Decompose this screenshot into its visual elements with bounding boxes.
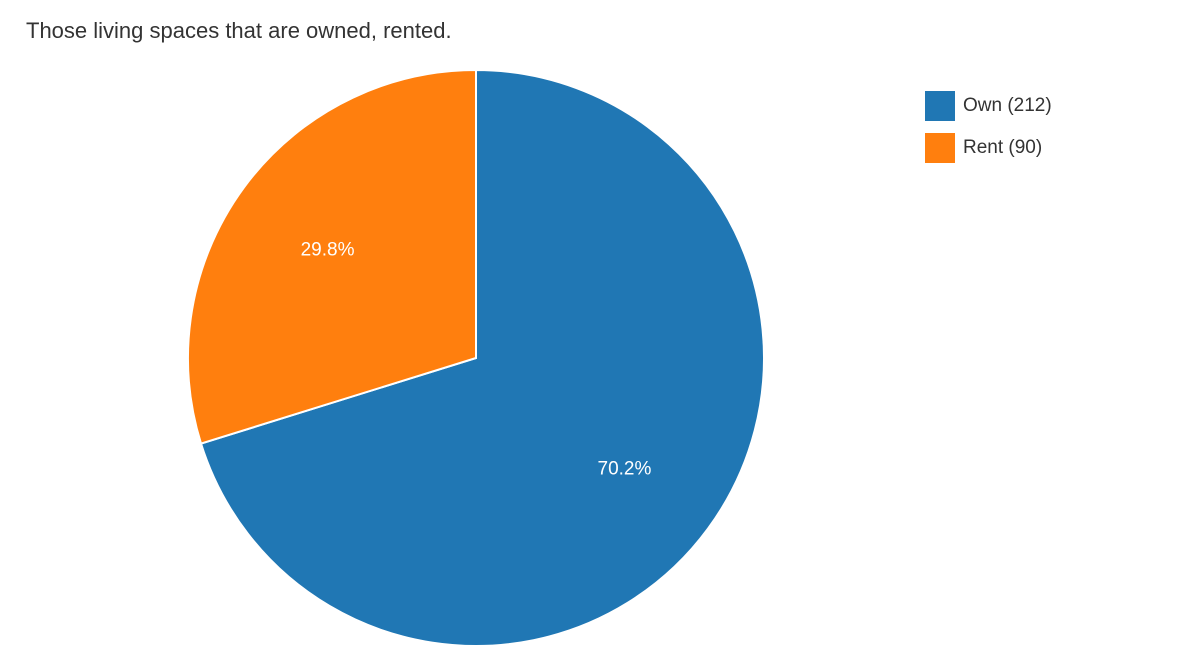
legend: Own (212) Rent (90) [925,91,1052,175]
legend-swatch-rent [925,133,955,163]
legend-label-own: Own (212) [963,95,1052,116]
pie-slices [187,68,765,647]
slice-label-own: 70.2% [598,458,652,479]
slice-label-rent: 29.8% [301,240,355,261]
legend-swatch-own [925,91,955,121]
legend-item-own[interactable]: Own (212) [925,91,1052,121]
chart-title: Those living spaces that are owned, rent… [26,18,452,43]
pie-slice-own[interactable] [199,68,765,647]
legend-label-rent: Rent (90) [963,137,1043,158]
pie-labels: 70.2% 29.8% [301,240,652,480]
legend-item-rent[interactable]: Rent (90) [925,133,1052,163]
pie-slice-rent[interactable] [187,68,477,445]
